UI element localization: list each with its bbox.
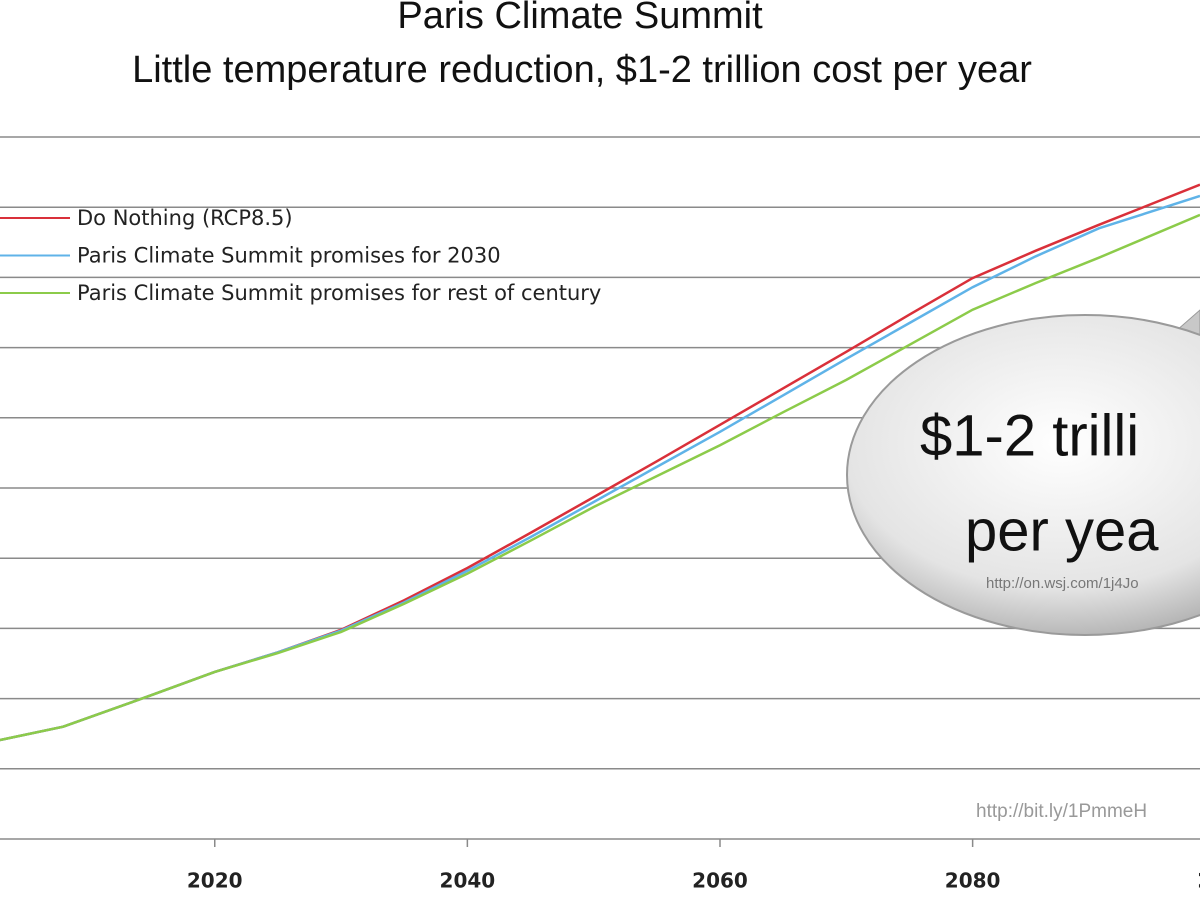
- legend-label: Do Nothing (RCP8.5): [77, 206, 293, 230]
- chart-subtitle: Little temperature reduction, $1-2 trill…: [132, 49, 1032, 91]
- x-tick-label: 2060: [692, 869, 748, 893]
- bubble-text: per yea: [965, 498, 1159, 563]
- legend-label: Paris Climate Summit promises for 2030: [77, 244, 501, 268]
- x-tick-label: 2040: [440, 869, 496, 893]
- bubble-body: [846, 314, 1200, 636]
- source-url: http://on.wsj.com/1j4Jo: [986, 575, 1139, 592]
- source-url: http://bit.ly/1PmmeH: [976, 801, 1147, 822]
- chart-title: Paris Climate Summit: [397, 0, 763, 37]
- x-tick-label: 2020: [187, 869, 243, 893]
- speech-bubble: [846, 309, 1200, 636]
- lines: [0, 183, 1200, 742]
- x-tick-label: 2100: [1197, 869, 1200, 893]
- legend: Do Nothing (RCP8.5) Paris Climate Summit …: [0, 206, 601, 305]
- series-line: [0, 213, 1200, 742]
- legend-label: Paris Climate Summit promises for rest o…: [77, 281, 601, 305]
- grid: [0, 136, 1200, 840]
- bubble-text: $1-2 trilli: [920, 403, 1139, 468]
- x-axis: 2020 2040 2060 2080 2100: [187, 839, 1200, 893]
- x-tick-label: 2080: [945, 869, 1001, 893]
